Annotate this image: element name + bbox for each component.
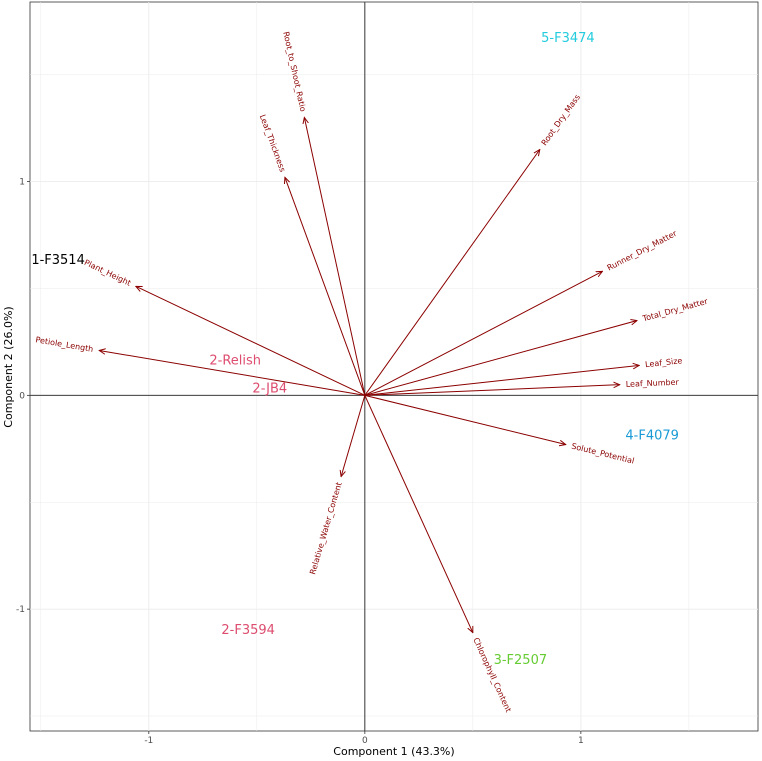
- sample-point-label: 3-F2507: [494, 653, 548, 668]
- sample-labels: 5-F3474 1-F3514 2-Relish 2-JB4 4-F4079 2-F359…: [31, 31, 679, 668]
- loading-vector-arrow: [364, 365, 639, 396]
- sample-point-label: 2-Relish: [209, 354, 261, 369]
- loading-vector-arrow: [304, 117, 366, 396]
- loading-vector-arrow: [364, 385, 620, 396]
- vector-label: Leaf_Number: [626, 378, 680, 389]
- sample-point-label: 5-F3474: [541, 31, 595, 46]
- vector-label: Leaf_Size: [645, 356, 683, 369]
- y-axis-title: Component 2 (26.0%): [2, 306, 15, 427]
- axes: -1 0 1 -1 0 1: [16, 178, 584, 746]
- x-tick-label: -1: [144, 736, 153, 746]
- x-tick-label: 0: [362, 736, 368, 746]
- loading-vector-arrow: [364, 150, 540, 396]
- loading-vector-arrow: [364, 321, 637, 396]
- loading-vector-arrow: [364, 271, 603, 396]
- x-axis-title: Component 1 (43.3%): [333, 745, 454, 758]
- loading-vector-arrow: [99, 350, 365, 396]
- y-tick-label: -1: [16, 605, 25, 615]
- loading-vector-arrow: [136, 286, 366, 396]
- x-tick-label: 1: [578, 736, 584, 746]
- y-tick-label: 1: [19, 178, 25, 188]
- sample-point-label: 1-F3514: [31, 253, 85, 268]
- zero-lines: [30, 2, 758, 731]
- loading-vector-arrow: [285, 177, 366, 396]
- sample-point-label: 2-JB4: [252, 381, 287, 396]
- loading-vector-arrow: [364, 395, 473, 632]
- sample-point-label: 2-F3594: [221, 623, 275, 638]
- y-tick-label: 0: [19, 391, 25, 401]
- sample-point-label: 4-F4079: [625, 428, 679, 443]
- loading-vector-arrow: [341, 395, 366, 476]
- loading-vector-arrow: [364, 394, 566, 444]
